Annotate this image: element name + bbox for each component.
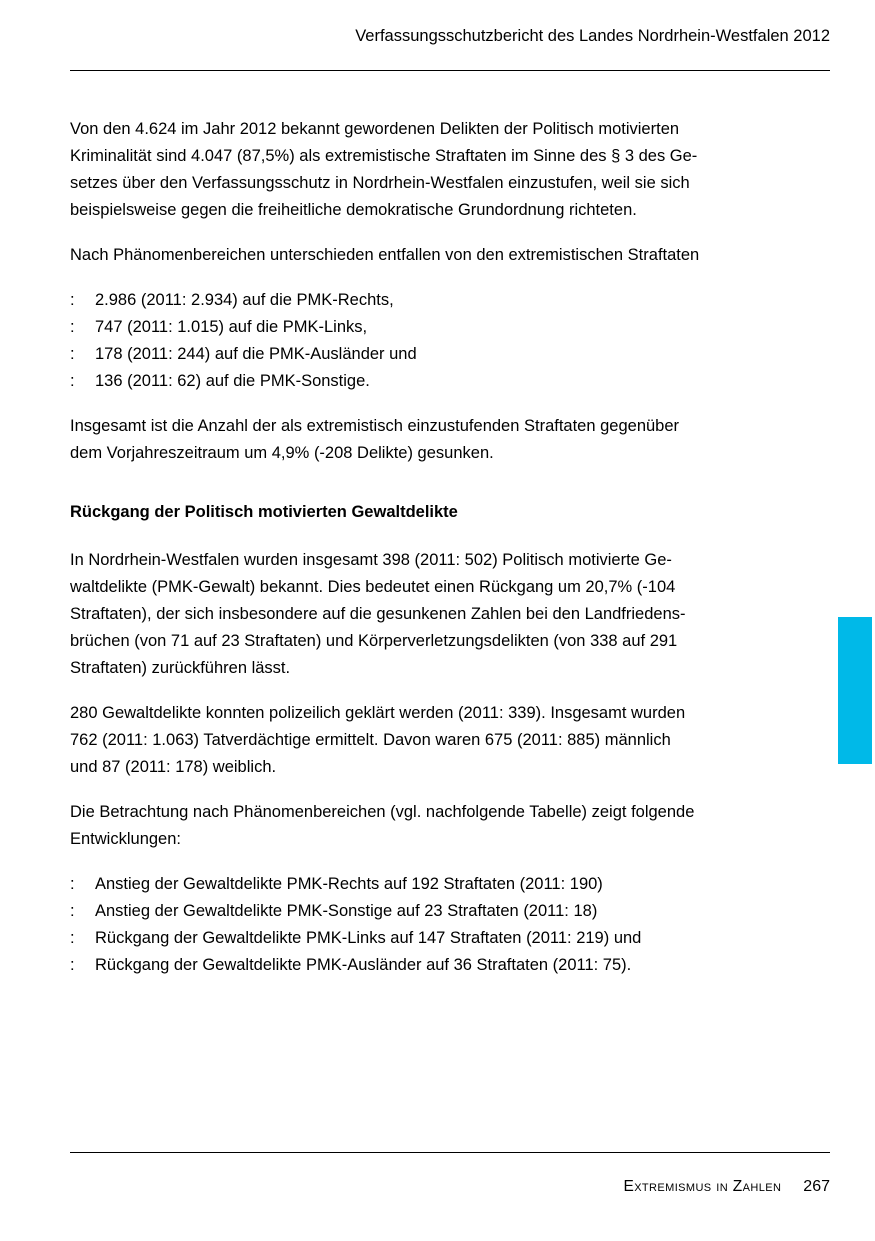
list-marker: : bbox=[70, 902, 75, 920]
paragraph-phenomena-intro: Nach Phänomenbereichen unterschieden ent… bbox=[70, 246, 700, 264]
list-item: : Rückgang der Gewaltdelikte PMK-Ausländ… bbox=[70, 952, 830, 979]
running-header-title: Verfassungsschutzbericht des Landes Nord… bbox=[355, 27, 830, 45]
list-violence-developments: : Anstieg der Gewaltdelikte PMK-Rechts a… bbox=[70, 871, 830, 979]
running-header: Verfassungsschutzbericht des Landes Nord… bbox=[70, 0, 830, 46]
list-item-text: Anstieg der Gewaltdelikte PMK-Rechts auf… bbox=[95, 875, 603, 893]
paragraph-total-decline: Insgesamt ist die Anzahl der als extremi… bbox=[70, 417, 680, 462]
list-item: : 2.986 (2011: 2.934) auf die PMK-Rechts… bbox=[70, 287, 830, 314]
list-item-text: 136 (2011: 62) auf die PMK-Sonstige. bbox=[95, 372, 370, 390]
paragraph-crime-totals: Von den 4.624 im Jahr 2012 bekannt gewor… bbox=[70, 120, 698, 219]
list-item: : Anstieg der Gewaltdelikte PMK-Sonstige… bbox=[70, 898, 830, 925]
footer-page-number: 267 bbox=[803, 1178, 830, 1195]
section-heading-violence-decline: Rückgang der Politisch motivierten Gewal… bbox=[70, 503, 458, 521]
list-item: : Rückgang der Gewaltdelikte PMK-Links a… bbox=[70, 925, 830, 952]
list-marker: : bbox=[70, 929, 75, 947]
paragraph-cleared-cases: 280 Gewaltdelikte konnten polizeilich ge… bbox=[70, 704, 686, 776]
list-item: : Anstieg der Gewaltdelikte PMK-Rechts a… bbox=[70, 871, 830, 898]
list-item-text: 747 (2011: 1.015) auf die PMK-Links, bbox=[95, 318, 368, 336]
list-marker: : bbox=[70, 345, 75, 363]
paragraph-violence-stats: In Nordrhein-Westfalen wurden insgesamt … bbox=[70, 551, 686, 677]
list-marker: : bbox=[70, 372, 75, 390]
list-marker: : bbox=[70, 291, 75, 309]
list-marker: : bbox=[70, 956, 75, 974]
list-item-text: 178 (2011: 244) auf die PMK-Ausländer un… bbox=[95, 345, 417, 363]
list-item-text: Anstieg der Gewaltdelikte PMK-Sonstige a… bbox=[95, 902, 598, 920]
list-item: : 178 (2011: 244) auf die PMK-Ausländer … bbox=[70, 341, 830, 368]
list-marker: : bbox=[70, 875, 75, 893]
page-content: Verfassungsschutzbericht des Landes Nord… bbox=[70, 0, 830, 979]
list-item: : 747 (2011: 1.015) auf die PMK-Links, bbox=[70, 314, 830, 341]
list-item-text: 2.986 (2011: 2.934) auf die PMK-Rechts, bbox=[95, 291, 394, 309]
chapter-marker-tab bbox=[838, 617, 872, 764]
list-item-text: Rückgang der Gewaltdelikte PMK-Ausländer… bbox=[95, 956, 632, 974]
footer-line: Extremismus in Zahlen 267 bbox=[70, 1153, 830, 1196]
list-marker: : bbox=[70, 318, 75, 336]
paragraph-table-intro: Die Betrachtung nach Phänomenbereichen (… bbox=[70, 803, 695, 848]
footer-section-label: Extremismus in Zahlen bbox=[623, 1178, 782, 1195]
list-item-text: Rückgang der Gewaltdelikte PMK-Links auf… bbox=[95, 929, 642, 947]
list-extremist-offences: : 2.986 (2011: 2.934) auf die PMK-Rechts… bbox=[70, 287, 830, 395]
list-item: : 136 (2011: 62) auf die PMK-Sonstige. bbox=[70, 368, 830, 395]
header-rule bbox=[70, 70, 830, 71]
running-footer: Extremismus in Zahlen 267 bbox=[70, 1152, 830, 1196]
